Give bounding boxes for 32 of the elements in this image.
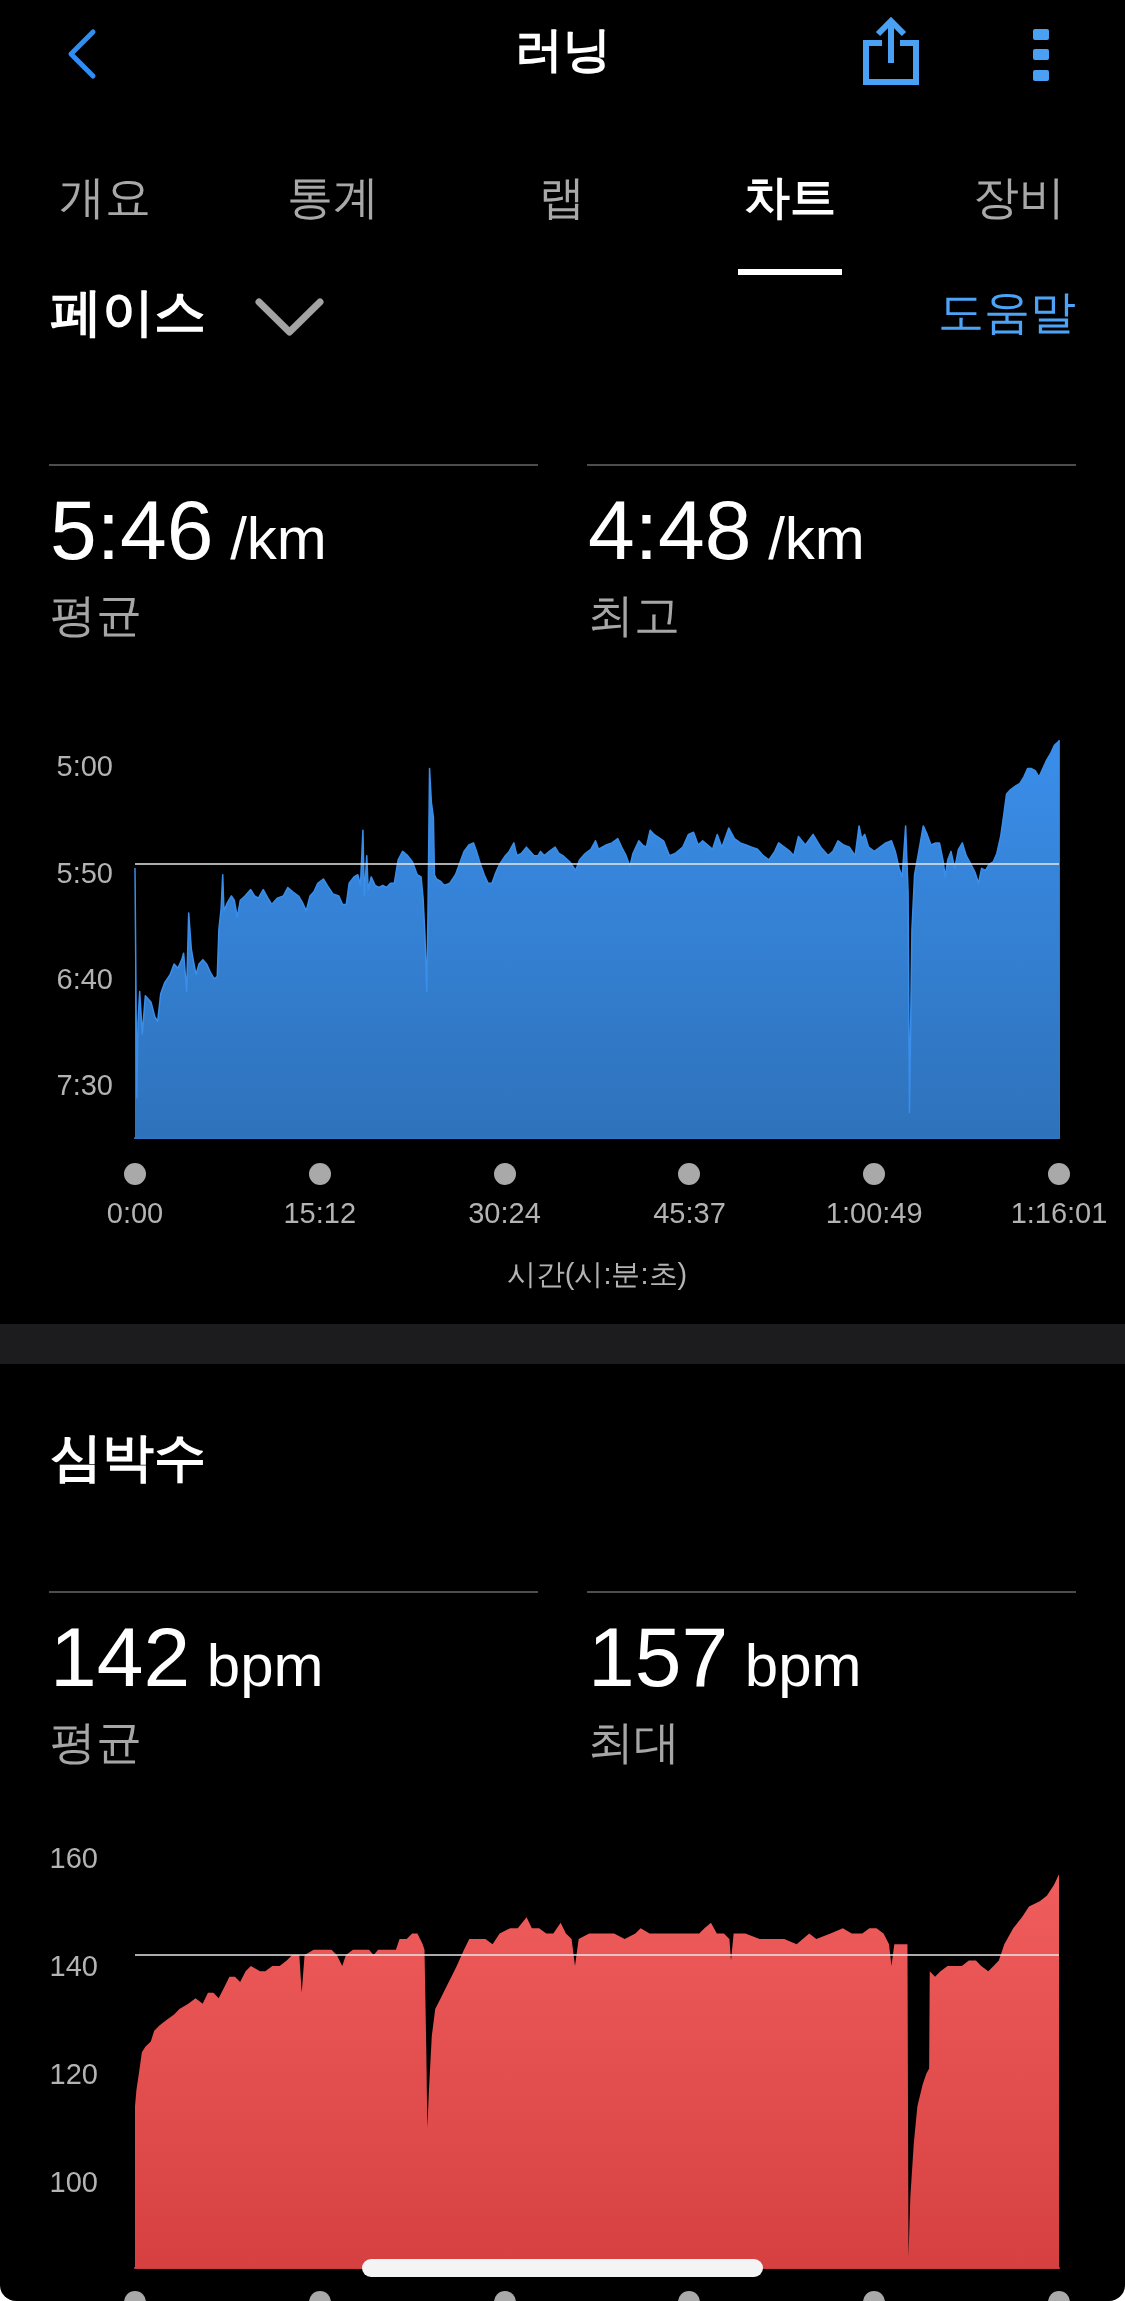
- text: 차트: [744, 170, 837, 225]
- y-tick-label: 120: [49, 2057, 98, 2090]
- text: 랩: [538, 170, 585, 225]
- text: 최고: [588, 588, 680, 643]
- y-tick-label: 100: [49, 2165, 98, 2198]
- x-tick-label: 30:24: [468, 1196, 541, 1229]
- x-tick-label: 1:16:01: [1010, 1196, 1108, 1229]
- x-tick-label: 0:00: [106, 1196, 164, 1229]
- text: 142 bpm: [50, 1610, 324, 1704]
- x-tick-label: 15:12: [283, 1196, 357, 1229]
- y-tick-label: 7:30: [56, 1068, 113, 1101]
- y-tick-label: 160: [49, 1842, 98, 1874]
- y-tick-label: 5:00: [56, 750, 113, 783]
- text: 평균: [50, 1715, 142, 1770]
- x-tick-label: 45:37: [653, 1196, 726, 1229]
- text: 러닝: [514, 22, 611, 78]
- text: 장비: [972, 170, 1065, 225]
- chart-title: 페이스: [50, 282, 206, 342]
- text: 평균: [50, 588, 142, 643]
- y-tick-label: 5:50: [56, 856, 113, 889]
- text: 도움말: [938, 285, 1076, 340]
- x-tick-label: 1:00:49: [825, 1196, 923, 1229]
- text: 4:48 /km: [588, 483, 865, 577]
- y-tick-label: 6:40: [56, 962, 113, 995]
- text: 통계: [287, 170, 380, 225]
- text: 최대: [588, 1715, 680, 1770]
- x-axis-title: 시간(시:분:초): [506, 1257, 688, 1290]
- y-tick-label: 140: [49, 1949, 98, 1982]
- text: 5:46 /km: [50, 483, 327, 577]
- chart-title: 심박수: [50, 1427, 206, 1487]
- text: 157 bpm: [588, 1610, 862, 1704]
- text: 개요: [59, 170, 151, 225]
